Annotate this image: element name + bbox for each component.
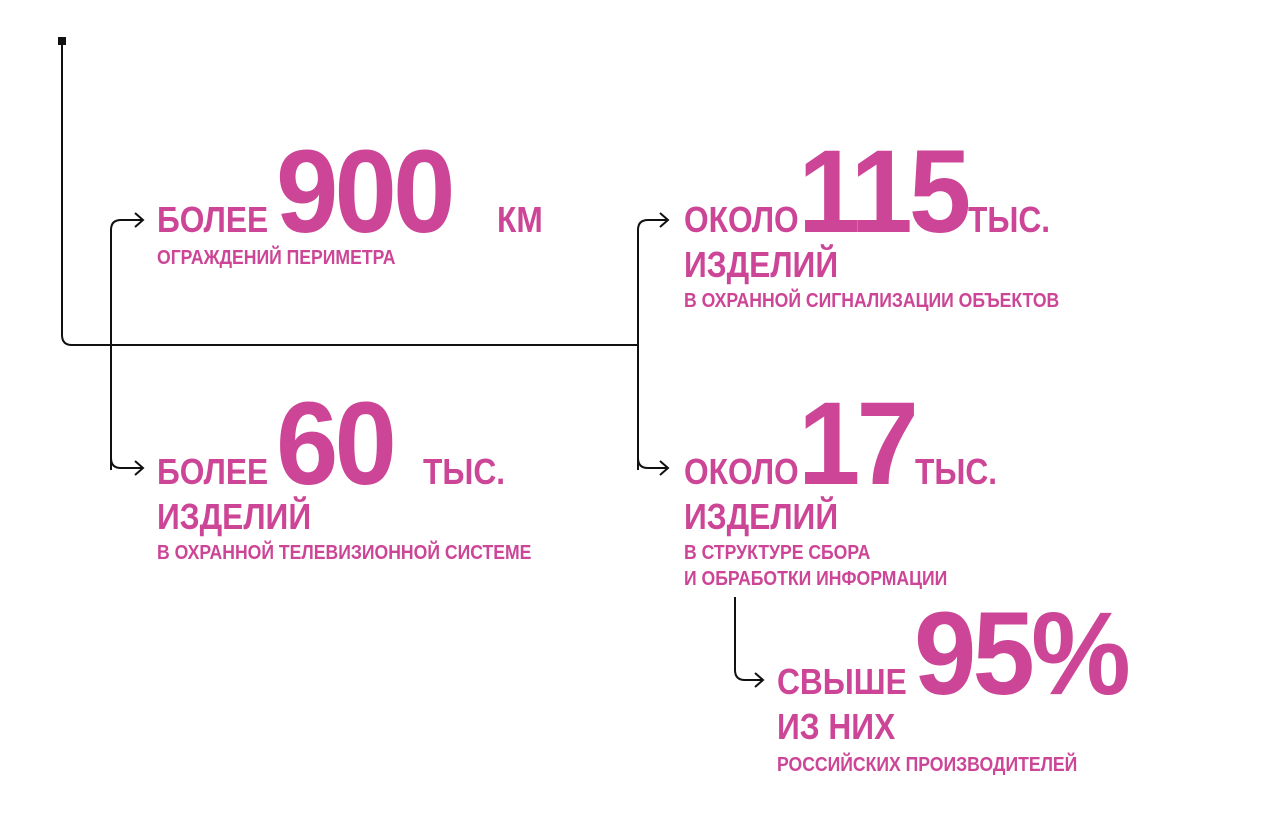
start-marker: [58, 37, 66, 45]
branch-right-lower: [637, 457, 668, 469]
stat1-unit: КМ: [497, 199, 543, 240]
stat4-desc-line2: И ОБРАБОТКИ ИНФОРМАЦИИ: [684, 568, 948, 590]
stat4-value: 17: [798, 378, 919, 510]
stat5-desc: РОССИЙСКИХ ПРОИЗВОДИТЕЛЕЙ: [777, 754, 1078, 776]
arrow-icon: [134, 212, 145, 228]
stat2-prefix: ОКОЛО: [684, 199, 799, 240]
stat1-value: 900: [276, 126, 455, 258]
branch-right: [637, 219, 668, 470]
stat2-value: 115: [798, 126, 971, 258]
stat3-value: 60: [276, 378, 397, 510]
stat5-prefix: СВЫШЕ: [777, 661, 907, 702]
stat2-second: ИЗДЕЛИЙ: [684, 244, 839, 285]
stat3-desc: В ОХРАННОЙ ТЕЛЕВИЗИОННОЙ СИСТЕМЕ: [157, 542, 532, 564]
arrow-icon: [659, 460, 670, 476]
stat4-second: ИЗДЕЛИЙ: [684, 496, 839, 537]
stat3-prefix: БОЛЕЕ: [157, 451, 269, 492]
stat4-desc-line1: В СТРУКТУРЕ СБОРА: [684, 542, 871, 564]
arrow-icon: [659, 212, 670, 228]
stat2-desc: В ОХРАННОЙ СИГНАЛИЗАЦИИ ОБЪЕКТОВ: [684, 290, 1060, 312]
stat3-second: ИЗДЕЛИЙ: [157, 496, 312, 537]
trunk-line: [61, 42, 638, 346]
arrow-icon: [754, 672, 765, 688]
arrow-icon: [134, 460, 145, 476]
stat5-second: ИЗ НИХ: [777, 706, 896, 747]
stat1-desc: ОГРАЖДЕНИЙ ПЕРИМЕТРА: [157, 247, 396, 269]
stat2-unit: ТЫС.: [968, 199, 1051, 240]
stat4-unit: ТЫС.: [915, 451, 998, 492]
stat5-value: 95%: [914, 588, 1131, 720]
stat3-unit: ТЫС.: [423, 451, 506, 492]
branch-sub: [734, 597, 763, 681]
stat1-prefix: БОЛЕЕ: [157, 199, 269, 240]
branch-left-lower: [110, 457, 143, 469]
stat4-prefix: ОКОЛО: [684, 451, 799, 492]
branch-left: [110, 219, 143, 470]
